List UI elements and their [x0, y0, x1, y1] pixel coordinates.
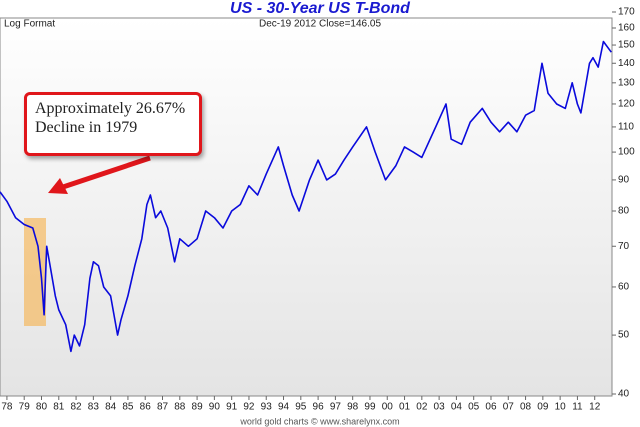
chart-title: US - 30-Year US T-Bond — [230, 0, 411, 17]
x-tick-label: 97 — [330, 402, 342, 413]
x-tick-label: 82 — [71, 402, 83, 413]
subtitle: Dec-19 2012 Close=146.05 — [259, 19, 381, 30]
x-tick-label: 99 — [364, 402, 376, 413]
y-tick-label: 40 — [618, 389, 630, 400]
x-tick-label: 05 — [468, 402, 480, 413]
x-tick-label: 90 — [209, 402, 221, 413]
y-tick-label: 50 — [618, 330, 630, 341]
highlight — [24, 218, 46, 326]
x-tick-label: 87 — [157, 402, 169, 413]
y-tick-label: 170 — [618, 7, 635, 18]
x-tick-label: 06 — [485, 402, 497, 413]
annotation: Approximately 26.67% Decline in 1979 — [24, 92, 202, 156]
scale-label: Log Format — [4, 19, 55, 30]
y-tick-label: 80 — [618, 206, 630, 217]
y-tick-label: 70 — [618, 241, 630, 252]
y-tick-label: 150 — [618, 40, 635, 51]
y-tick-label: 90 — [618, 175, 630, 186]
x-tick-label: 09 — [537, 402, 549, 413]
x-tick-label: 95 — [295, 402, 307, 413]
y-tick-label: 100 — [618, 147, 635, 158]
x-tick-label: 96 — [313, 402, 325, 413]
plot-area — [0, 17, 613, 397]
x-tick-label: 78 — [1, 402, 13, 413]
y-tick-label: 110 — [618, 122, 634, 133]
arrow-shaft — [59, 155, 151, 191]
x-tick-label: 00 — [382, 402, 394, 413]
x-tick-label: 80 — [36, 402, 48, 413]
x-tick-label: 86 — [140, 402, 152, 413]
x-tick-label: 88 — [174, 402, 186, 413]
x-tick-label: 08 — [520, 402, 532, 413]
x-tick-label: 02 — [416, 402, 428, 413]
x-tick-label: 91 — [226, 402, 238, 413]
footer: world gold charts © www.sharelynx.com — [239, 416, 399, 426]
y-tick-label: 160 — [618, 23, 635, 34]
x-tick-label: 93 — [261, 402, 273, 413]
x-tick-label: 89 — [192, 402, 204, 413]
y-tick-label: 120 — [618, 99, 635, 110]
x-tick-label: 94 — [278, 402, 290, 413]
x-tick-label: 07 — [503, 402, 515, 413]
data-line — [0, 40, 612, 353]
arrow-head — [48, 178, 68, 194]
x-tick-label: 04 — [451, 402, 463, 413]
x-tick-label: 81 — [53, 402, 65, 413]
x-tick-label: 79 — [19, 402, 31, 413]
y-tick-label: 130 — [618, 77, 635, 88]
x-tick-label: 98 — [347, 402, 359, 413]
y-tick-label: 60 — [618, 282, 630, 293]
y-tick-label: 140 — [618, 58, 635, 69]
x-tick-label: 83 — [88, 402, 100, 413]
x-tick-label: 12 — [589, 402, 601, 413]
x-tick-label: 84 — [105, 402, 117, 413]
x-tick-label: 01 — [399, 402, 411, 413]
x-tick-label: 03 — [434, 402, 446, 413]
x-tick-label: 11 — [572, 402, 583, 413]
x-tick-label: 92 — [243, 402, 255, 413]
x-tick-label: 10 — [555, 402, 567, 413]
x-tick-label: 85 — [122, 402, 134, 413]
